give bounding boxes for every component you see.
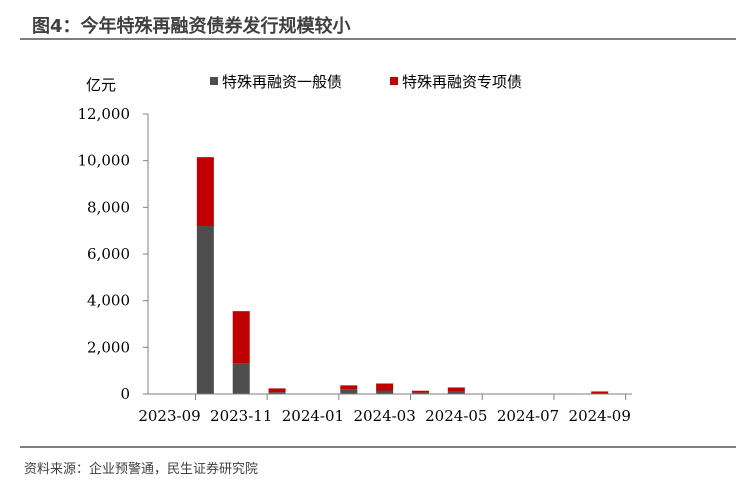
bar-general [447, 391, 465, 394]
y-unit-label: 亿元 [86, 76, 116, 94]
legend-label: 特殊再融资一般债 [222, 73, 342, 91]
x-tick-label: 2024-01 [282, 407, 344, 425]
legend-label: 特殊再融资专项债 [402, 73, 522, 91]
x-tick-label: 2024-07 [497, 407, 559, 425]
page-title: 图4：今年特殊再融资债券发行规模较小 [32, 16, 351, 37]
bar-general [376, 390, 394, 394]
bar-special [232, 311, 250, 364]
y-tick-label: 6,000 [87, 245, 130, 263]
bar-general [196, 226, 214, 394]
bar-general [268, 392, 286, 394]
legend-swatch [390, 77, 398, 85]
x-tick-label: 2023-09 [138, 407, 200, 425]
source-note: 资料来源：企业预警通，民生证券研究院 [24, 462, 259, 477]
x-tick-label: 2024-05 [425, 407, 487, 425]
stacked-bar-chart: 0 2,000 4,000 6,000 8,000 10,000 12,000 亿元 2023-… [78, 73, 632, 425]
bar-special [591, 391, 609, 394]
bar-special [376, 383, 394, 391]
x-tick-label: 2024-03 [353, 407, 415, 425]
legend-swatch [210, 77, 218, 85]
y-tick-label: 2,000 [87, 338, 130, 356]
y-tick-label: 4,000 [87, 292, 130, 310]
bar-general [232, 363, 250, 394]
x-tick-label: 2023-11 [210, 407, 272, 425]
bar-general [340, 389, 358, 394]
y-tick-label: 0 [120, 385, 130, 403]
x-tick-label: 2024-09 [569, 407, 631, 425]
bar-special [340, 385, 358, 390]
bar-special [196, 157, 214, 226]
bar-special [411, 390, 429, 393]
y-tick-label: 8,000 [87, 198, 130, 216]
chart-area: 0 2,000 4,000 6,000 8,000 10,000 12,000 亿元 2023-… [0, 40, 755, 440]
bar-special [447, 387, 465, 392]
bar-general [411, 392, 429, 394]
source-bar: 资料来源：企业预警通，民生证券研究院 [20, 446, 736, 477]
y-tick-label: 12,000 [78, 105, 131, 123]
y-tick-label: 10,000 [78, 152, 131, 170]
title-bar: 图4：今年特殊再融资债券发行规模较小 [20, 4, 736, 40]
bar-special [268, 388, 286, 393]
